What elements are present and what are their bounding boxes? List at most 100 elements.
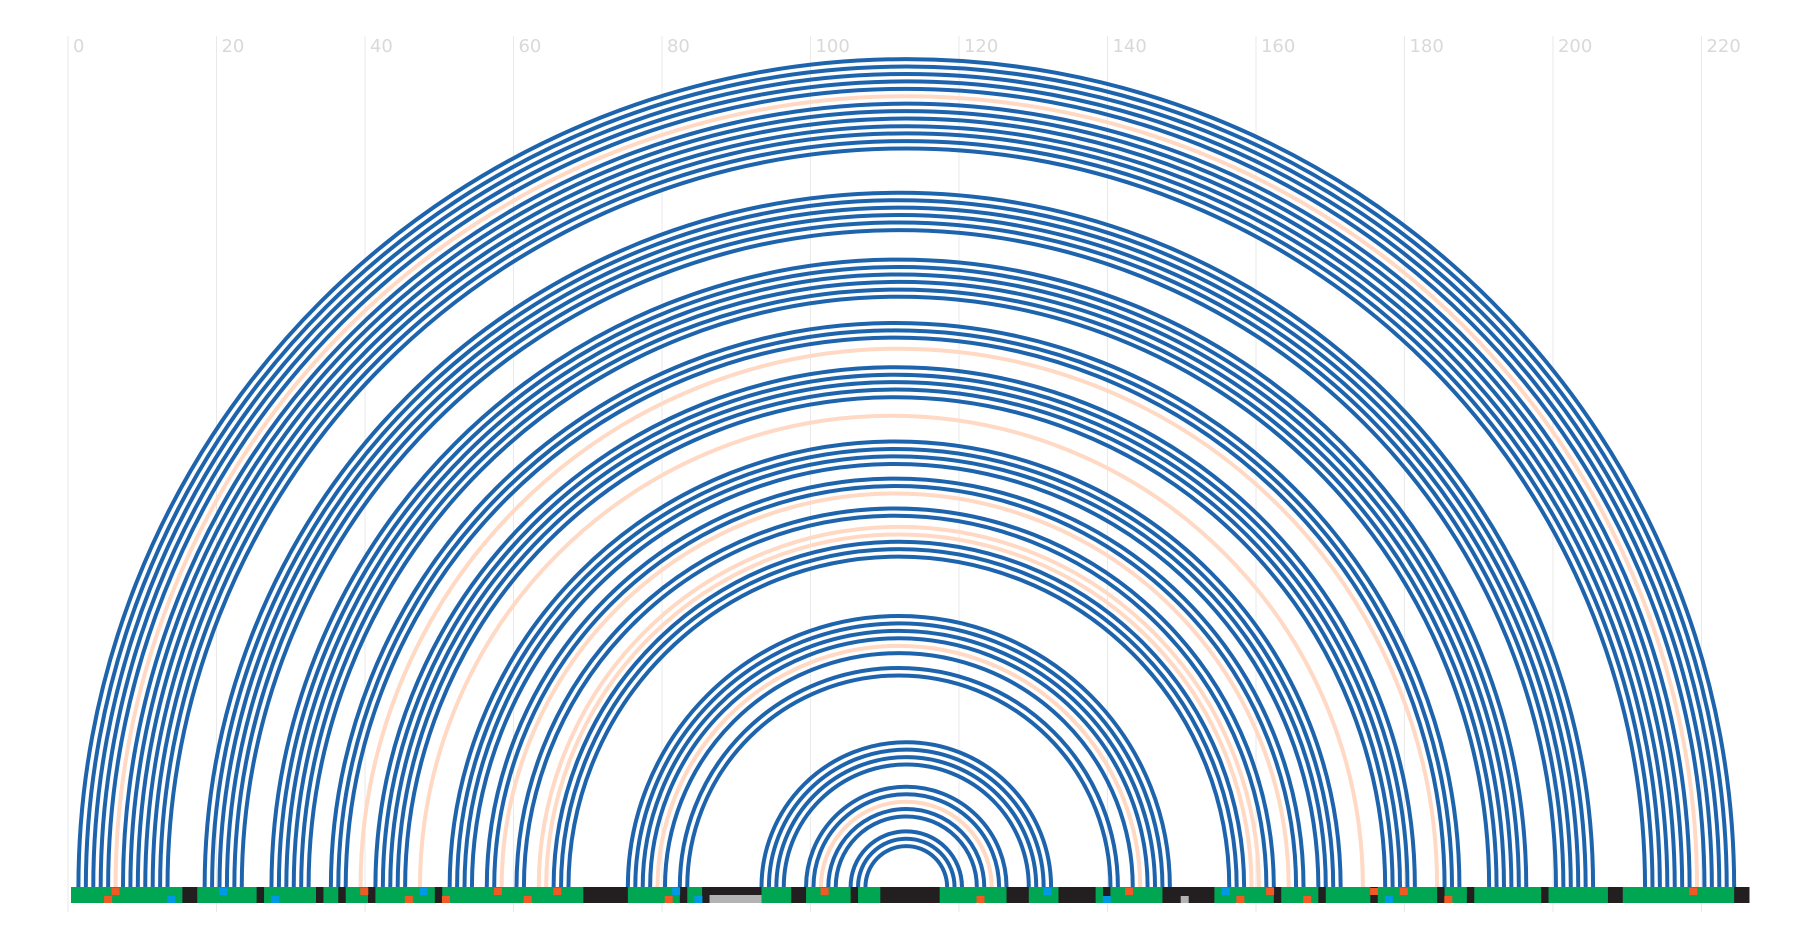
marker-orange: [1236, 896, 1245, 903]
highlighted-arc: [358, 346, 1440, 888]
base-pair-arc: [373, 365, 1417, 888]
base-pair-arc: [804, 785, 1009, 888]
base-pair-arc: [633, 622, 1165, 888]
base-pair-arc: [291, 280, 1506, 888]
stem-segment: [1058, 887, 1097, 903]
highlighted-arc: [113, 94, 1700, 888]
marker-orange: [553, 888, 562, 895]
base-pair-arc: [863, 844, 950, 888]
base-pair-arc: [120, 102, 1692, 888]
marker-orange: [523, 896, 532, 903]
base-pair-arc: [462, 454, 1328, 888]
loop-segment: [323, 887, 339, 903]
marker-blue: [219, 888, 228, 895]
base-pair-arc: [447, 439, 1343, 888]
base-pair-arc: [83, 64, 1729, 888]
base-pair-arc: [848, 829, 964, 888]
x-axis-tick-labels: 0 20 40 60 80 100 120 140 160 180 200 220: [73, 36, 1741, 57]
loop-segment: [761, 887, 792, 903]
base-pair-arc: [388, 380, 1403, 888]
stem-segment: [1437, 887, 1446, 903]
x-tick-label: 180: [1409, 36, 1443, 57]
base-pair-arc: [299, 287, 1499, 888]
marker-orange: [441, 896, 450, 903]
highlighted-arc: [417, 414, 1365, 888]
marker-blue: [1043, 888, 1052, 895]
marker-blue: [1384, 896, 1393, 903]
base-pair-arc: [469, 462, 1321, 888]
base-pair-arc: [269, 257, 1529, 888]
highlighted-arc: [544, 532, 1254, 888]
stem-segment: [1734, 887, 1750, 903]
x-tick-label: 20: [221, 36, 244, 57]
base-pair-arc: [774, 755, 1039, 888]
stem-segment: [679, 887, 688, 903]
base-pair-arc: [566, 554, 1232, 888]
base-pair-arc: [403, 394, 1388, 888]
base-pair-arc: [239, 227, 1558, 888]
base-pair-arc: [833, 814, 979, 888]
stem-segment: [1466, 887, 1475, 903]
marker-orange: [493, 888, 502, 895]
base-pair-arc: [759, 740, 1054, 888]
loop-segment: [939, 887, 1008, 903]
base-pair-arc: [143, 124, 1670, 888]
stem-segment: [880, 887, 941, 903]
base-pair-arc: [336, 328, 1455, 888]
base-pair-arc: [128, 109, 1685, 888]
marker-orange: [1266, 888, 1275, 895]
marker-orange: [1125, 888, 1134, 895]
base-pair-arc: [202, 190, 1596, 888]
base-pair-arc: [492, 484, 1299, 888]
stem-segment: [338, 887, 347, 903]
base-pair-arc: [766, 747, 1046, 888]
marker-orange: [664, 896, 673, 903]
loop-segment: [1474, 887, 1542, 903]
base-pair-arc: [648, 637, 1150, 888]
x-tick-label: 60: [518, 36, 541, 57]
base-pair-arc: [685, 673, 1113, 888]
base-pair-arc: [91, 72, 1722, 888]
stem-segment: [182, 887, 198, 903]
marker-blue: [167, 896, 176, 903]
base-pair-arc: [224, 213, 1573, 888]
stem-segment: [367, 887, 376, 903]
x-tick-label: 200: [1558, 36, 1592, 57]
base-pair-arc: [662, 652, 1135, 888]
base-pair-arc: [559, 547, 1239, 888]
stem-segment: [791, 887, 807, 903]
marker-blue: [694, 896, 703, 903]
stem-segment: [850, 887, 859, 903]
highlighted-arc: [655, 643, 1143, 888]
marker-blue: [1102, 896, 1111, 903]
marker-orange: [1370, 888, 1379, 895]
stem-segment: [256, 887, 265, 903]
marker-blue: [1221, 888, 1230, 895]
x-tick-label: 220: [1706, 36, 1740, 57]
stem-segment: [1006, 887, 1030, 903]
base-pair-arc: [640, 628, 1158, 888]
base-pair-arc: [380, 373, 1410, 888]
marker-gray: [1180, 896, 1189, 903]
marker-orange: [360, 888, 369, 895]
stem-segment: [434, 887, 443, 903]
x-tick-label: 40: [370, 36, 393, 57]
stem-segment: [1162, 887, 1215, 903]
base-pair-arc: [284, 272, 1514, 888]
gray-bar: [709, 895, 762, 903]
loop-segment: [442, 887, 584, 903]
stem-segment: [1273, 887, 1282, 903]
base-pair-arc: [677, 666, 1120, 888]
base-pair-arc: [76, 58, 1737, 888]
stem-segment: [316, 887, 324, 903]
marker-orange: [976, 896, 985, 903]
highlighted-arc: [818, 799, 994, 888]
base-pair-arc: [217, 205, 1581, 888]
base-pair-arc: [856, 836, 957, 888]
sequence-track: [71, 887, 1750, 903]
marker-orange: [1444, 896, 1453, 903]
x-tick-label: 120: [964, 36, 998, 57]
x-tick-label: 100: [815, 36, 849, 57]
marker-blue: [419, 888, 428, 895]
